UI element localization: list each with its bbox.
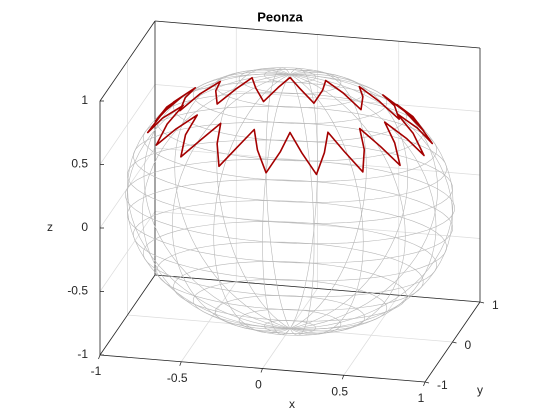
- z-tick-label: -1: [77, 347, 88, 361]
- grid-line: [99, 211, 156, 292]
- x-tick-label: 1: [418, 391, 425, 405]
- sphere-mesh: [174, 69, 291, 329]
- z-tick-label: 0.5: [71, 157, 88, 171]
- grid-line: [154, 211, 481, 239]
- sphere-mesh: [262, 74, 291, 335]
- box-edge: [99, 20, 156, 102]
- box-edge: [154, 274, 481, 303]
- sphere-mesh: [289, 74, 437, 332]
- sphere-mesh: [126, 74, 291, 329]
- sphere-mesh: [213, 74, 291, 334]
- z-tick-label: -0.5: [67, 284, 88, 298]
- x-tick-label: -0.5: [167, 371, 188, 385]
- sphere-mesh: [289, 74, 454, 329]
- y-tick: [479, 301, 485, 304]
- y-tick-label: -1: [437, 378, 448, 392]
- sphere-mesh: [289, 71, 409, 329]
- x-tick: [179, 361, 182, 366]
- sphere-mesh: [143, 71, 291, 329]
- chart-title: Peonza: [257, 9, 303, 24]
- sphere-mesh: [216, 67, 291, 329]
- x-tick-label: 0: [255, 378, 262, 392]
- z-tick-label: 1: [81, 93, 88, 107]
- z-tick-label: 0: [81, 220, 88, 234]
- grid-line: [99, 84, 156, 165]
- trajectory-line: [146, 76, 434, 176]
- sphere-mesh: [127, 73, 291, 329]
- x-tick: [260, 368, 263, 373]
- sphere-mesh: [265, 67, 291, 329]
- x-tick-label: -1: [91, 364, 102, 378]
- sphere-mesh: [289, 74, 453, 330]
- y-tick-label: 0: [465, 338, 472, 352]
- box-edge: [99, 274, 156, 356]
- box-edge: [154, 20, 481, 49]
- x-tick: [423, 381, 426, 387]
- sphere-mesh: [171, 74, 291, 332]
- sphere-mesh: [289, 73, 438, 329]
- y-tick: [424, 381, 430, 384]
- x-axis-label: x: [289, 397, 295, 411]
- x-tick-label: 0.5: [331, 384, 348, 398]
- sphere-mesh: [289, 69, 367, 329]
- z-axis-label: z: [47, 220, 53, 234]
- x-tick: [341, 375, 345, 380]
- sphere-mesh: [289, 68, 318, 329]
- sphere-mesh: [289, 74, 406, 334]
- y-axis-label: y: [477, 383, 483, 397]
- sphere-mesh: [289, 74, 315, 336]
- x-tick: [98, 354, 101, 360]
- y-tick: [452, 341, 457, 344]
- y-tick-label: 1: [492, 298, 499, 312]
- sphere-mesh: [289, 74, 364, 336]
